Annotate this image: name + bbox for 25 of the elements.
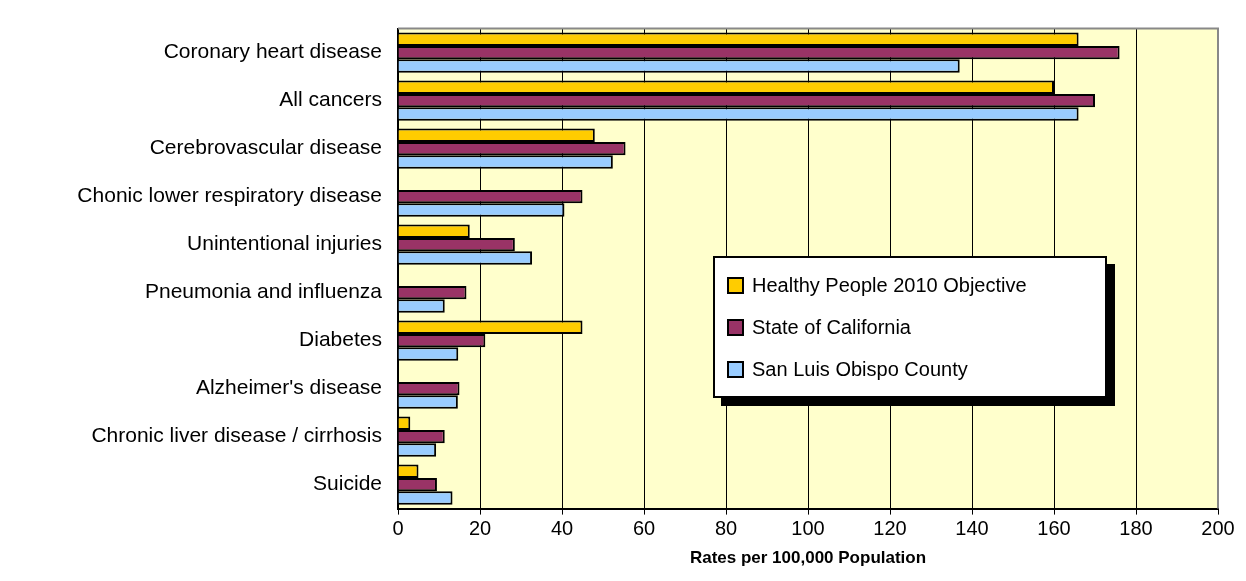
y-tick-label: Cerebrovascular disease (149, 135, 382, 159)
x-tick-label: 0 (392, 517, 404, 540)
x-axis-title: Rates per 100,000 Population (689, 548, 927, 568)
x-tick-label: 20 (468, 517, 492, 540)
y-tick-label: Alzheimer's disease (195, 375, 382, 399)
x-tick-label: 160 (1037, 517, 1071, 540)
x-tick-label: 40 (550, 517, 574, 540)
y-tick-label: Suicide (313, 471, 382, 495)
legend-label: Healthy People 2010 Objective (752, 273, 1027, 297)
y-tick-label: Chonic lower respiratory disease (77, 183, 382, 207)
legend-label: State of California (752, 315, 911, 339)
y-tick-label: Chronic liver disease / cirrhosis (91, 423, 382, 447)
x-tick-label: 80 (714, 517, 738, 540)
y-tick-label: All cancers (279, 87, 382, 111)
x-tick-label: 140 (955, 517, 989, 540)
x-tick-label: 60 (632, 517, 656, 540)
y-tick-label: Diabetes (299, 327, 382, 351)
x-tick-label: 100 (791, 517, 825, 540)
x-tick-label: 180 (1119, 517, 1153, 540)
legend-label: San Luis Obispo County (752, 357, 968, 381)
y-tick-label: Pneumonia and influenza (144, 279, 383, 303)
y-tick-label: Unintentional injuries (187, 231, 382, 255)
x-tick-label: 200 (1201, 517, 1235, 540)
x-tick-label: 120 (873, 517, 907, 540)
y-tick-label: Coronary heart disease (163, 39, 382, 63)
